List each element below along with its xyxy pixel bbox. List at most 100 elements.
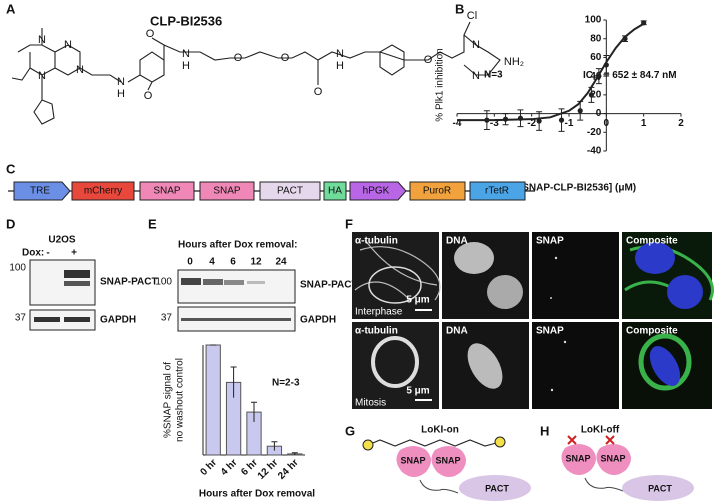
x-tick-label: 24 hr [276, 457, 301, 482]
atom: O [146, 28, 155, 40]
panel-label: A [6, 1, 16, 16]
atom: N [336, 48, 344, 60]
element-label: hPGK [363, 186, 390, 197]
row-label: Mitosis [355, 398, 386, 409]
domain-label: SNAP [435, 455, 460, 465]
y-tick-label: -40 [587, 146, 602, 157]
timepoint: 0 [187, 257, 193, 268]
dox-condition: - [46, 248, 49, 259]
timepoint: 24 [275, 257, 287, 268]
channel-label: Composite [626, 326, 678, 337]
data-point [622, 36, 628, 42]
element-label: TRE [30, 186, 50, 197]
data-point [641, 20, 647, 26]
panel-label: F [345, 216, 353, 231]
channel-label: α-tubulin [355, 326, 398, 337]
y-tick-label: -20 [587, 127, 602, 138]
scale-bar-label: 5 μm [406, 386, 429, 397]
atom: N [117, 76, 125, 88]
loki-off-diagram: LoKI-off SNAP SNAP PACT [561, 425, 694, 501]
row-label: Interphase [355, 307, 403, 318]
mw-marker: 37 [15, 313, 27, 324]
atom: O [314, 86, 323, 98]
data-point [536, 118, 542, 124]
blot-title: Hours after Dox removal: [178, 240, 297, 251]
atom-labels: O N N N N N H O O N H O O O N H O N N Cl… [8, 10, 524, 102]
atom: N [38, 70, 46, 82]
atom: NH₂ [504, 56, 524, 68]
atom: O [281, 52, 290, 64]
data-point [577, 108, 583, 114]
data-point [588, 92, 595, 98]
atom: Cl [467, 10, 477, 22]
error-bar [291, 452, 298, 455]
ic50-prefix: IC [583, 70, 593, 81]
panel-label: C [6, 161, 16, 176]
x-tick-label: 0 hr [198, 457, 219, 478]
x-tick-label: 1 [641, 118, 647, 129]
domain-label: SNAP [400, 455, 425, 465]
dox-condition: + [71, 248, 77, 259]
domain-label: SNAP [565, 453, 590, 463]
element-label: rTetR [485, 186, 509, 197]
atom: N [64, 39, 72, 51]
error-bar [230, 366, 237, 398]
error-bar [251, 401, 257, 422]
y-tick-label: 0 [596, 108, 602, 119]
atom: N [472, 39, 480, 51]
data-point [502, 116, 509, 122]
error-bar [271, 441, 278, 451]
cell-line: U2OS [48, 235, 76, 246]
element-label: mCherry [84, 186, 122, 197]
mw-marker: 100 [155, 277, 172, 288]
x-tick-label: -4 [453, 118, 462, 129]
channel-label: SNAP [536, 236, 564, 247]
panel-label: E [148, 216, 157, 231]
diagram-title: LoKI-on [421, 425, 459, 436]
protein-label: SNAP-PACT [300, 280, 358, 291]
x-tick-label: 4 hr [219, 457, 240, 478]
protein-label: SNAP-PACT [100, 277, 158, 288]
atom: H [182, 60, 190, 72]
mw-marker: 100 [9, 263, 26, 274]
structure-bonds [11, 21, 501, 125]
atom: H [336, 60, 344, 72]
data-point [517, 115, 524, 121]
domain-label: PACT [485, 483, 509, 493]
element-label: PuroR [423, 186, 451, 197]
atom: N [472, 70, 480, 82]
x-tick-label: 0 [604, 118, 610, 129]
x-axis-label: log[SNAP-CLP-BI2536] (μM) [504, 183, 636, 194]
y-axis-label: %SNAP signal of [163, 362, 174, 438]
element-label: SNAP [213, 186, 241, 197]
domain-label: SNAP [600, 453, 625, 463]
loki-on-diagram: LoKI-on SNAP SNAP PACT [362, 425, 531, 501]
protein-label: GAPDH [300, 315, 336, 326]
data-point [603, 62, 609, 68]
data-point [484, 117, 490, 123]
x-tick-label: -3 [490, 118, 499, 129]
x-tick-label: 2 [678, 118, 684, 129]
blot-e: Hours after Dox removal: 0 4 6 12 24 100… [155, 240, 358, 332]
protein-label: GAPDH [100, 315, 136, 326]
y-axis-label: no washout control [175, 358, 186, 442]
bar [205, 344, 221, 456]
timepoint: 12 [250, 257, 262, 268]
timepoint: 6 [230, 257, 236, 268]
y-tick-label: 80 [590, 33, 602, 44]
atom: O [424, 54, 433, 66]
x-tick-label: -2 [527, 118, 536, 129]
atom: N [76, 64, 84, 76]
y-tick-label: 40 [590, 71, 602, 82]
y-tick-label: 20 [590, 89, 602, 100]
dox-label: Dox: [22, 248, 44, 259]
atom: O [144, 90, 153, 102]
annotation: N=2-3 [272, 378, 300, 389]
domain-label: PACT [648, 483, 672, 493]
element-label: SNAP [153, 186, 181, 197]
x-tick-label: 12 hr [256, 457, 281, 482]
mw-marker: 37 [161, 313, 173, 324]
element-label: HA [328, 186, 342, 197]
annotation: N=3 [484, 70, 503, 81]
